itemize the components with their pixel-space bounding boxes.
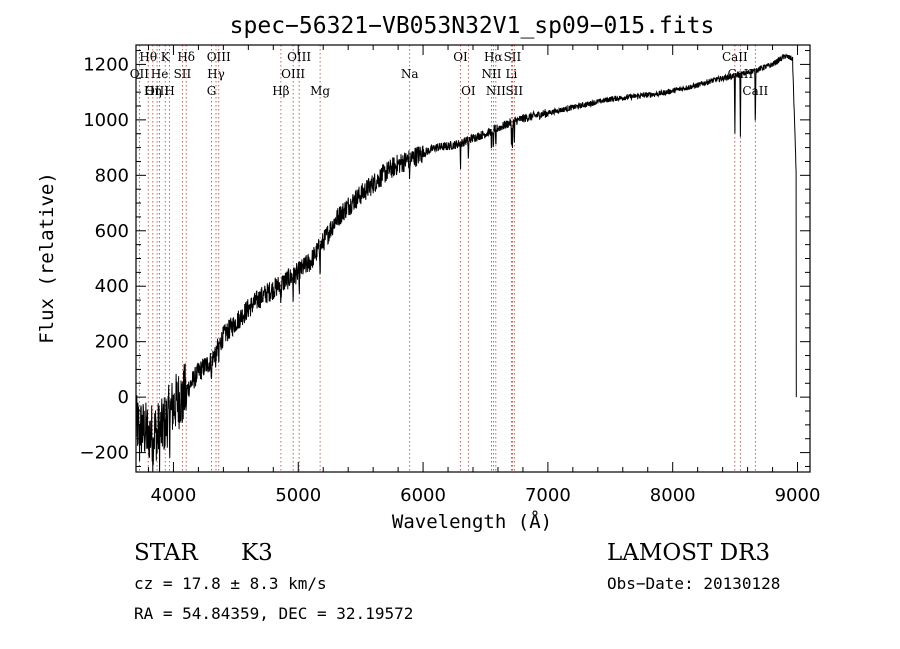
line-marker-label: H [164,84,174,98]
line-marker-label: OIII [281,67,305,81]
line-marker-label: Mg [310,84,330,98]
y-tick-label: 400 [95,276,129,297]
object-subclass: K3 [241,540,273,566]
coordinates: RA = 54.84359, DEC = 32.19572 [134,604,413,623]
line-marker-label: He [151,67,169,81]
x-tick-label: 6000 [400,485,446,506]
line-marker-label: OII [130,67,150,81]
y-tick-label: 0 [118,387,129,408]
emission-line-markers [138,45,756,472]
y-tick-label: −200 [80,443,129,464]
x-tick-label: 8000 [650,485,696,506]
line-marker-label: Hγ [207,67,225,81]
line-marker-label: Hδ [177,50,195,64]
x-tick-label: 5000 [275,485,321,506]
line-marker-label: OIII [145,84,169,98]
line-marker-label: G [207,84,217,98]
line-marker-label: OIII [287,50,311,64]
line-marker-label: Hη [144,84,162,98]
y-axis-ticks: −200 0 200 400 600 800 1000 1200 [80,50,810,467]
y-tick-label: 200 [95,332,129,353]
line-marker-label: OIII [207,50,231,64]
obs-date: Obs−Date: 20130128 [607,574,780,593]
line-marker-label: Li [506,67,518,81]
line-marker-label: SII [504,50,522,64]
line-marker-label: OI [461,84,476,98]
y-tick-label: 600 [95,221,129,242]
x-tick-label: 9000 [775,485,821,506]
line-marker-label: Hα [484,50,503,64]
line-marker-label: NII [481,67,501,81]
line-marker-label: SII [505,84,523,98]
chart-title: spec−56321−VB053N32V1_sp09−015.fits [230,13,715,39]
line-marker-label: OI [453,50,468,64]
line-marker-label: SII [174,67,192,81]
redshift-cz: cz = 17.8 ± 8.3 km/s [134,574,327,593]
x-tick-label: 7000 [525,485,571,506]
line-marker-label: Hβ [272,84,289,98]
y-tick-label: 1000 [83,110,129,131]
y-axis-label: Flux (relative) [36,172,58,344]
object-class: STAR [134,540,198,566]
x-axis-label: Wavelength (Å) [392,510,552,533]
x-axis-ticks: 4000 5000 6000 7000 8000 9000 [147,45,821,506]
survey-name: LAMOST DR3 [607,540,770,566]
x-tick-label: 4000 [151,485,197,506]
y-tick-label: 1200 [83,54,129,75]
spectrum-line [135,53,797,473]
y-tick-label: 800 [95,165,129,186]
line-marker-label: CaII [722,50,748,64]
line-marker-label: K [161,50,171,64]
line-marker-label: Hθ [139,50,157,64]
line-marker-label: Na [401,67,419,81]
line-marker-label: NII [486,84,506,98]
plot-frame [135,44,811,473]
